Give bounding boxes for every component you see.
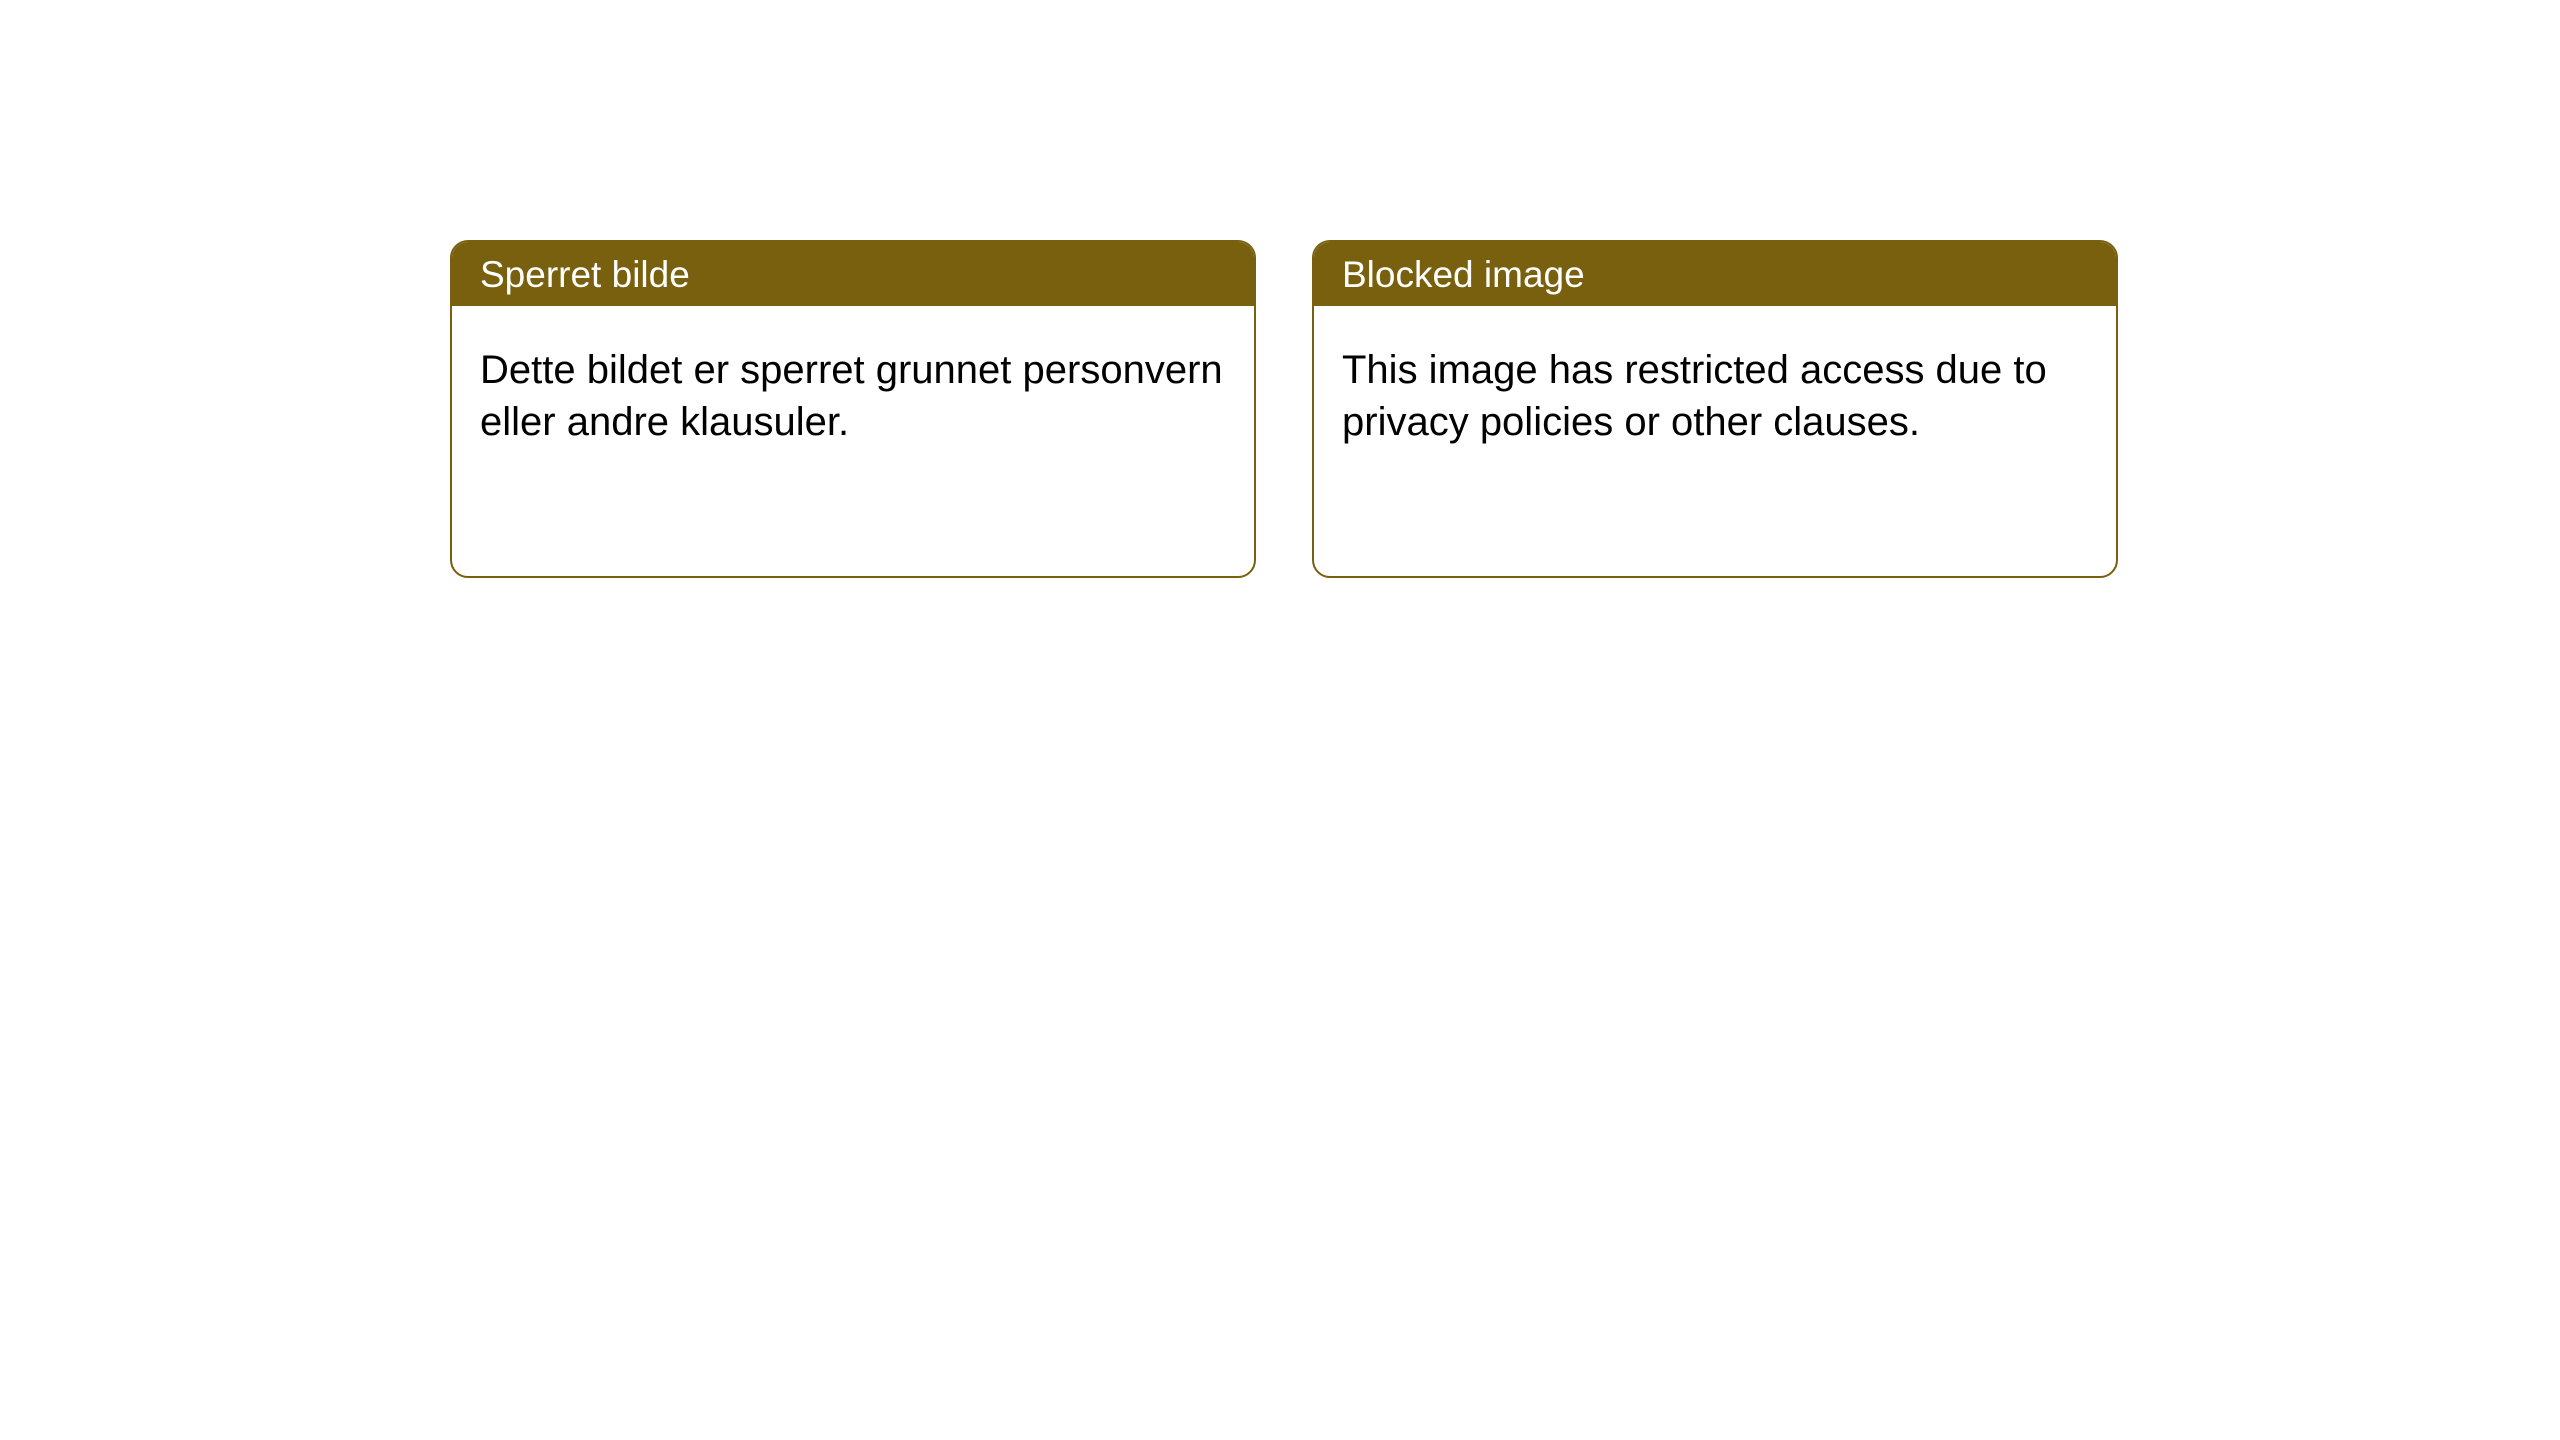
notice-card-english: Blocked image This image has restricted … bbox=[1312, 240, 2118, 578]
notice-title-english: Blocked image bbox=[1314, 242, 2116, 306]
notice-card-norwegian: Sperret bilde Dette bildet er sperret gr… bbox=[450, 240, 1256, 578]
notice-body-norwegian: Dette bildet er sperret grunnet personve… bbox=[452, 306, 1254, 576]
notice-body-english: This image has restricted access due to … bbox=[1314, 306, 2116, 576]
notice-container: Sperret bilde Dette bildet er sperret gr… bbox=[450, 240, 2118, 578]
notice-title-norwegian: Sperret bilde bbox=[452, 242, 1254, 306]
